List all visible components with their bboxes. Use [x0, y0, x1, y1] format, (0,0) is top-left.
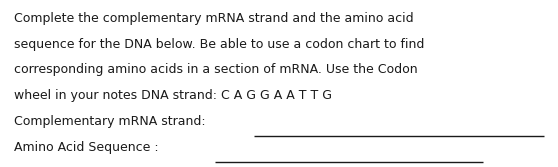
Text: wheel in your notes DNA strand: C A G G A A T T G: wheel in your notes DNA strand: C A G G …	[14, 89, 332, 102]
Text: sequence for the DNA below. Be able to use a codon chart to find: sequence for the DNA below. Be able to u…	[14, 38, 425, 51]
Text: corresponding amino acids in a section of mRNA. Use the Codon: corresponding amino acids in a section o…	[14, 63, 417, 76]
Text: Amino Acid Sequence :: Amino Acid Sequence :	[14, 141, 167, 154]
Text: Complementary mRNA strand:: Complementary mRNA strand:	[14, 115, 214, 128]
Text: Complete the complementary mRNA strand and the amino acid: Complete the complementary mRNA strand a…	[14, 12, 413, 25]
